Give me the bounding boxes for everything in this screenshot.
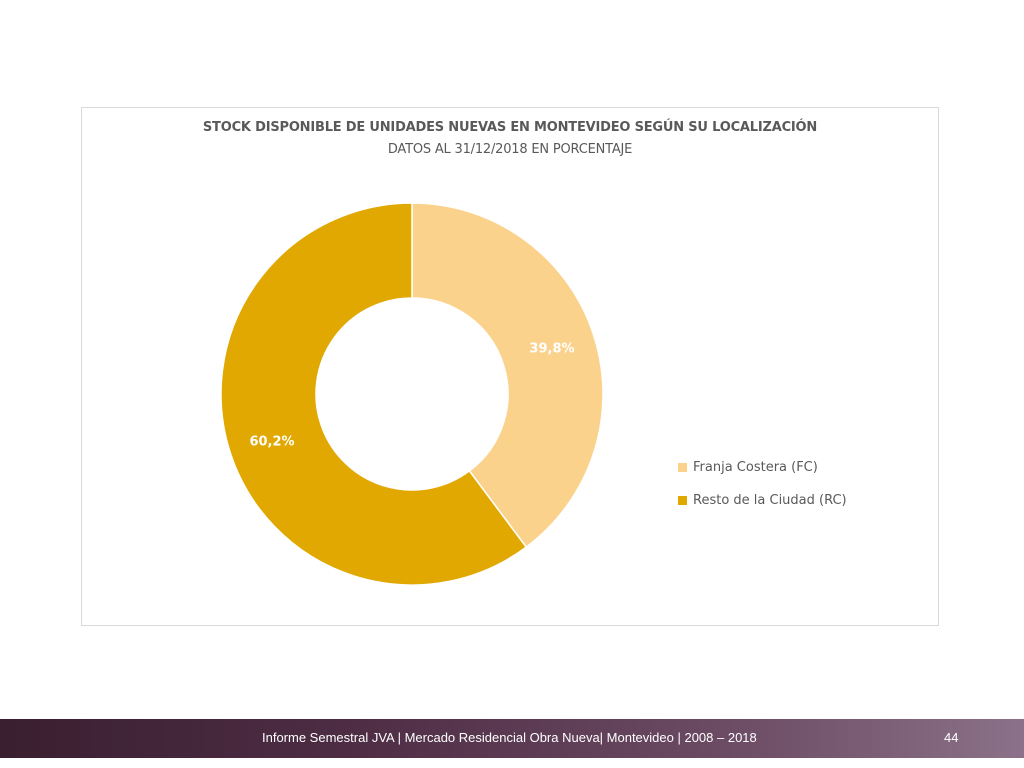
chart-subtitle: DATOS AL 31/12/2018 EN PORCENTAJE <box>387 142 633 157</box>
donut-chart: 39,8% 60,2% <box>220 202 604 586</box>
chart-area: STOCK DISPONIBLE DE UNIDADES NUEVAS EN M… <box>81 107 939 626</box>
legend-item-rc: Resto de la Ciudad (RC) <box>678 484 847 517</box>
legend-swatch-fc <box>678 463 687 472</box>
slice-rc <box>220 202 528 586</box>
chart-title: STOCK DISPONIBLE DE UNIDADES NUEVAS EN M… <box>202 120 818 135</box>
legend-item-fc: Franja Costera (FC) <box>678 451 847 484</box>
footer-text: Informe Semestral JVA | Mercado Residenc… <box>262 730 757 745</box>
footer-bar: Informe Semestral JVA | Mercado Residenc… <box>0 719 1024 758</box>
slice-fc <box>411 202 604 549</box>
legend-label-rc: Resto de la Ciudad (RC) <box>693 493 847 508</box>
legend-label-fc: Franja Costera (FC) <box>693 460 818 475</box>
page-number: 44 <box>944 730 959 745</box>
legend-swatch-rc <box>678 496 687 505</box>
data-label-fc: 39,8% <box>529 342 574 357</box>
chart-legend: Franja Costera (FC) Resto de la Ciudad (… <box>678 451 847 517</box>
data-label-rc: 60,2% <box>249 434 294 449</box>
